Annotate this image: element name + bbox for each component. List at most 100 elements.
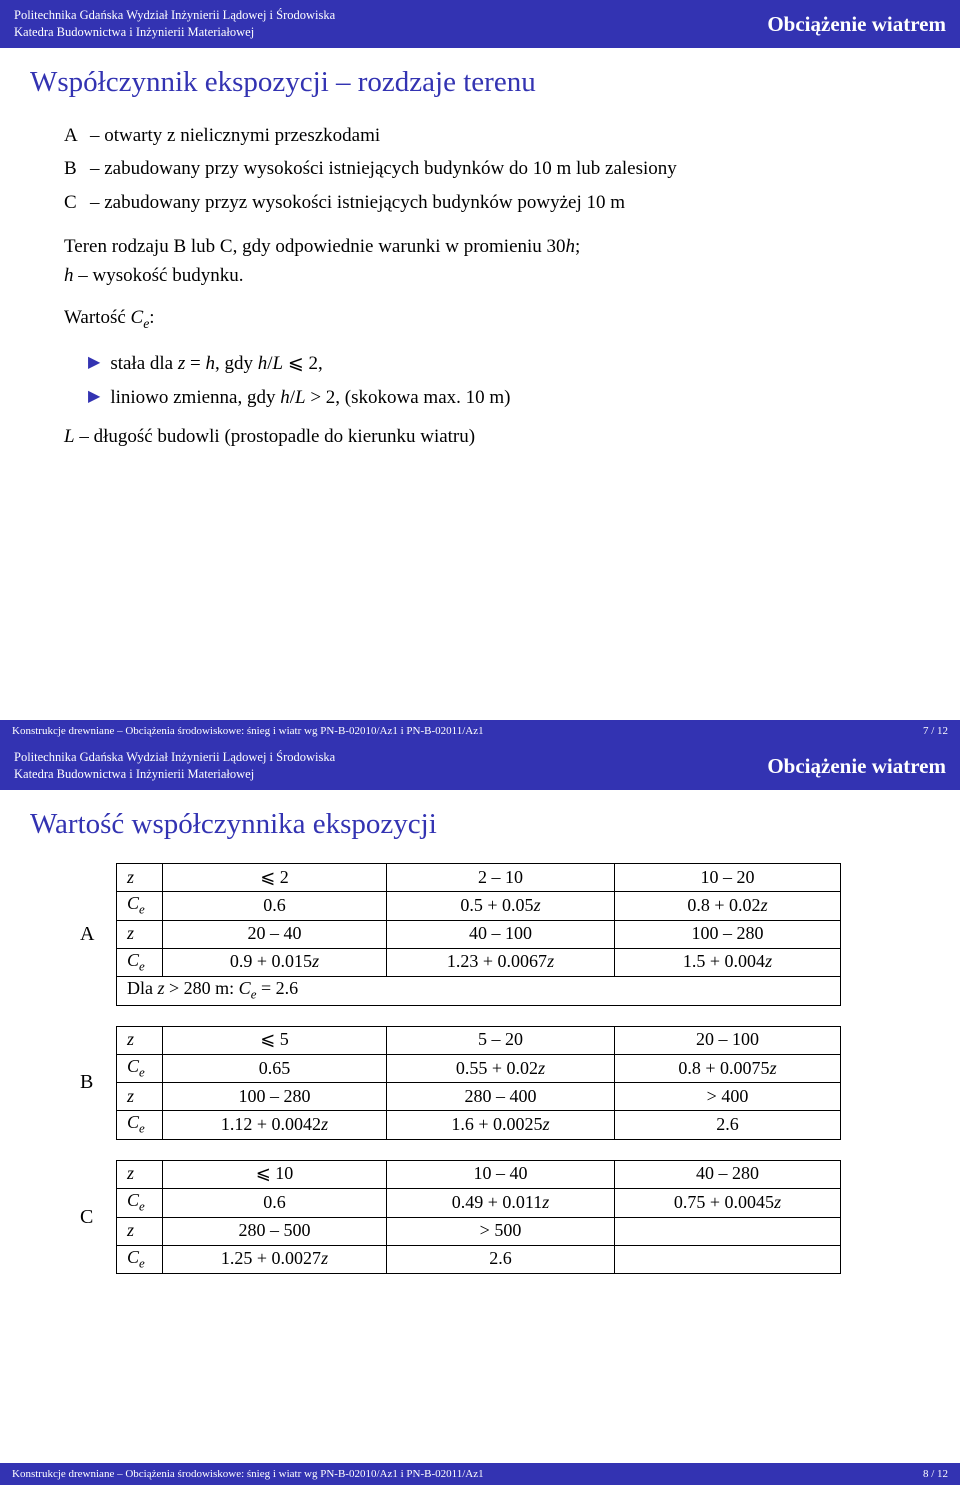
cell: 40 – 100 [387,920,615,948]
length-note: L – długość budowli (prostopadle do kier… [64,423,930,452]
table-row: z 20 – 40 40 – 100 100 – 280 [117,920,841,948]
table-row: Ce 1.12 + 0.0042z 1.6 + 0.0025z 2.6 [117,1111,841,1140]
header-line1: Politechnika Gdańska Wydział Inżynierii … [14,7,335,25]
slide-8: Politechnika Gdańska Wydział Inżynierii … [0,742,960,1485]
table-label: C [80,1206,108,1229]
slide-title: Współczynnik ekspozycji – rozdzaje teren… [30,66,930,99]
terrain-label: B [64,154,90,183]
slide-content: Wartość współczynnika ekspozycji A z ⩽ 2… [0,790,960,1274]
cell: 0.75 + 0.0045z [615,1188,841,1217]
row-header: Ce [117,892,163,921]
cell: 280 – 400 [387,1083,615,1111]
table-row: z ⩽ 2 2 – 10 10 – 20 [117,864,841,892]
cell: 100 – 280 [163,1083,387,1111]
header-line2: Katedra Budownictwa i Inżynierii Materia… [14,24,335,42]
table-row: z ⩽ 10 10 – 40 40 – 280 [117,1160,841,1188]
bullet-text: stała dla z = h, gdy h/L ⩽ 2, [110,349,322,379]
row-header: Ce [117,1245,163,1274]
cell: 2 – 10 [387,864,615,892]
table-label: A [80,923,108,946]
cell: 20 – 100 [615,1026,841,1054]
cell: 10 – 20 [615,864,841,892]
table-row: Ce 0.9 + 0.015z 1.23 + 0.0067z 1.5 + 0.0… [117,948,841,977]
terrain-definitions: A – otwarty z nielicznymi przeszkodami B… [64,121,930,217]
cell: ⩽ 2 [163,864,387,892]
cell: 0.6 [163,1188,387,1217]
terrain-radius-note: Teren rodzaju B lub C, gdy odpowiednie w… [64,233,930,290]
slide-title: Wartość współczynnika ekspozycji [30,808,930,841]
terrain-def-c: C – zabudowany przyz wysokości istniejąc… [64,188,930,217]
exposure-table-b: B z ⩽ 5 5 – 20 20 – 100 Ce 0.65 0.55 + 0… [80,1026,930,1140]
header-line1: Politechnika Gdańska Wydział Inżynierii … [14,749,335,767]
footer-page: 7 / 12 [923,725,948,737]
exposure-tables: A z ⩽ 2 2 – 10 10 – 20 Ce 0.6 0.5 + 0.05… [80,863,930,1274]
cell: 0.5 + 0.05z [387,892,615,921]
cell [615,1245,841,1274]
cell: > 400 [615,1083,841,1111]
cell: 1.5 + 0.004z [615,948,841,977]
row-header: Ce [117,1111,163,1140]
cell: 0.8 + 0.02z [615,892,841,921]
slide-7: Politechnika Gdańska Wydział Inżynierii … [0,0,960,742]
cell: 10 – 40 [387,1160,615,1188]
row-header: z [117,1160,163,1188]
cell: 280 – 500 [163,1217,387,1245]
header-affiliation: Politechnika Gdańska Wydział Inżynierii … [14,7,335,42]
table-row: Ce 0.65 0.55 + 0.02z 0.8 + 0.0075z [117,1054,841,1083]
cell: 1.23 + 0.0067z [387,948,615,977]
terrain-def-b: B – zabudowany przy wysokości istniejący… [64,154,930,183]
bullet-text: liniowo zmienna, gdy h/L > 2, (skokowa m… [110,383,510,413]
table-row: z 280 – 500 > 500 [117,1217,841,1245]
header-section-title: Obciążenie wiatrem [767,12,946,37]
bullet-item: ▶ liniowo zmienna, gdy h/L > 2, (skokowa… [88,383,930,413]
row-header: Ce [117,948,163,977]
terrain-def-a: A – otwarty z nielicznymi przeszkodami [64,121,930,150]
row-header: Ce [117,1054,163,1083]
table-row: Dla z > 280 m: Ce = 2.6 [117,977,841,1006]
exposure-table-a: A z ⩽ 2 2 – 10 10 – 20 Ce 0.6 0.5 + 0.05… [80,863,930,1006]
terrain-label: A [64,121,90,150]
table-row: z ⩽ 5 5 – 20 20 – 100 [117,1026,841,1054]
table-label: B [80,1071,108,1094]
cell: 1.25 + 0.0027z [163,1245,387,1274]
table-row: Ce 0.6 0.5 + 0.05z 0.8 + 0.02z [117,892,841,921]
table-row: Ce 1.25 + 0.0027z 2.6 [117,1245,841,1274]
header-section-title: Obciążenie wiatrem [767,754,946,779]
ce-value-heading: Wartość Ce: [64,304,930,334]
footer-page: 8 / 12 [923,1468,948,1480]
cell: 5 – 20 [387,1026,615,1054]
cell: 0.49 + 0.011z [387,1188,615,1217]
cell: ⩽ 10 [163,1160,387,1188]
ce-bullets: ▶ stała dla z = h, gdy h/L ⩽ 2, ▶ liniow… [88,349,930,414]
slide-header: Politechnika Gdańska Wydział Inżynierii … [0,0,960,48]
table-b: z ⩽ 5 5 – 20 20 – 100 Ce 0.65 0.55 + 0.0… [116,1026,841,1140]
bullet-icon: ▶ [88,349,100,379]
cell: 0.65 [163,1054,387,1083]
row-header: Ce [117,1188,163,1217]
cell: 2.6 [615,1111,841,1140]
cell: 20 – 40 [163,920,387,948]
terrain-text: – zabudowany przyz wysokości istniejącyc… [90,188,625,217]
table-row: Ce 0.6 0.49 + 0.011z 0.75 + 0.0045z [117,1188,841,1217]
cell: 0.55 + 0.02z [387,1054,615,1083]
terrain-text: – zabudowany przy wysokości istniejących… [90,154,677,183]
row-header: z [117,920,163,948]
cell: 0.8 + 0.0075z [615,1054,841,1083]
terrain-label: C [64,188,90,217]
cell: 1.6 + 0.0025z [387,1111,615,1140]
exposure-table-c: C z ⩽ 10 10 – 40 40 – 280 Ce 0.6 0.49 + … [80,1160,930,1274]
footer-left: Konstrukcje drewniane – Obciążenia środo… [12,1468,484,1480]
footer-left: Konstrukcje drewniane – Obciążenia środo… [12,725,484,737]
slide-footer: Konstrukcje drewniane – Obciążenia środo… [0,720,960,742]
cell: 1.12 + 0.0042z [163,1111,387,1140]
cell: 2.6 [387,1245,615,1274]
row-header: z [117,1026,163,1054]
row-header: z [117,1217,163,1245]
cell: 0.9 + 0.015z [163,948,387,977]
cell [615,1217,841,1245]
cell: 100 – 280 [615,920,841,948]
cell: 40 – 280 [615,1160,841,1188]
slide-header: Politechnika Gdańska Wydział Inżynierii … [0,742,960,790]
cell: 0.6 [163,892,387,921]
row-header: z [117,1083,163,1111]
